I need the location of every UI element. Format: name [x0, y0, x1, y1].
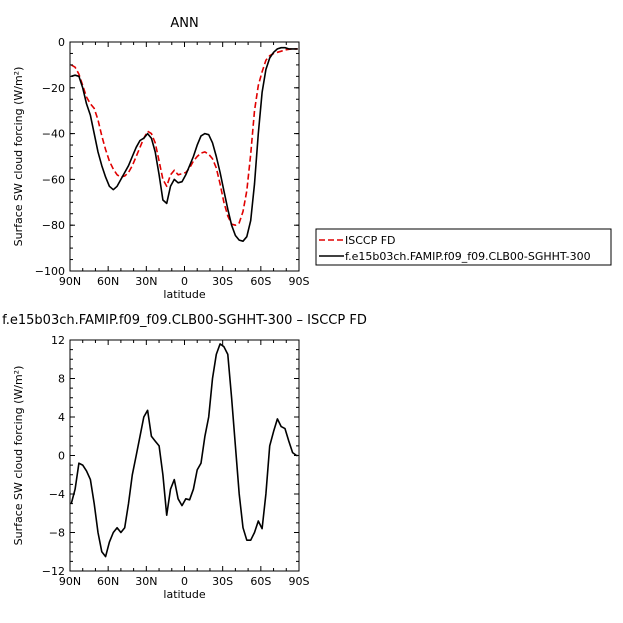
chart-panel-2: f.e15b03ch.FAMIP.f09_f09.CLB00-SGHHT-300… [2, 313, 367, 601]
y-tick-label: 0 [58, 36, 65, 49]
x-tick-label: 30S [212, 275, 233, 288]
x-tick-label: 60N [97, 575, 119, 588]
x-tick-label: 30N [135, 275, 157, 288]
x-tick-label: 30S [212, 575, 233, 588]
chart-panel-1: ANN 90N 60N 30N 0 30S 60S 90S 0 −20 −40 −60 −80 −100 l… [12, 16, 612, 301]
x-axis-title: latitude [163, 588, 205, 601]
y-tick-label: −60 [42, 173, 65, 186]
chart-title: ANN [170, 16, 198, 31]
x-tick-label: 60S [250, 575, 271, 588]
x-tick-label: 90S [289, 275, 310, 288]
y-tick-label: 12 [51, 334, 65, 347]
y-tick-label: −80 [42, 219, 65, 232]
x-tick-label: 0 [181, 575, 188, 588]
x-tick-label: 30N [135, 575, 157, 588]
y-axis-title: Surface SW cloud forcing (W/m²) [12, 67, 25, 247]
y-axis-title: Surface SW cloud forcing (W/m²) [12, 366, 25, 546]
y-tick-label: 4 [58, 411, 65, 424]
y-tick-label: 0 [58, 450, 65, 463]
y-tick-label: −100 [35, 265, 65, 278]
legend-label-2: f.e15b03ch.FAMIP.f09_f09.CLB00-SGHHT-300 [345, 250, 591, 263]
legend-box [315, 228, 612, 266]
series-line-2 [71, 46, 298, 242]
x-tick-label: 60N [97, 275, 119, 288]
series-line-1 [70, 48, 298, 226]
x-axis-title: latitude [163, 288, 205, 301]
legend-label-1: ISCCP FD [345, 234, 396, 247]
x-tick-label: 60S [250, 275, 271, 288]
y-tick-label: 8 [58, 373, 65, 386]
x-tick-label: 90N [59, 575, 81, 588]
y-tick-label: −20 [42, 82, 65, 95]
x-tick-label: 90N [59, 275, 81, 288]
y-tick-label: −12 [42, 565, 65, 578]
series-line-1 [70, 343, 298, 558]
chart-title: f.e15b03ch.FAMIP.f09_f09.CLB00-SGHHT-300… [2, 313, 367, 328]
x-tick-label: 0 [181, 275, 188, 288]
y-tick-label: −40 [42, 128, 65, 141]
plot-frame [69, 339, 300, 572]
y-tick-label: −8 [49, 527, 65, 540]
legend: ISCCP FD f.e15b03ch.FAMIP.f09_f09.CLB00-S… [315, 228, 612, 266]
y-tick-label: −4 [49, 488, 65, 501]
x-tick-label: 90S [289, 575, 310, 588]
